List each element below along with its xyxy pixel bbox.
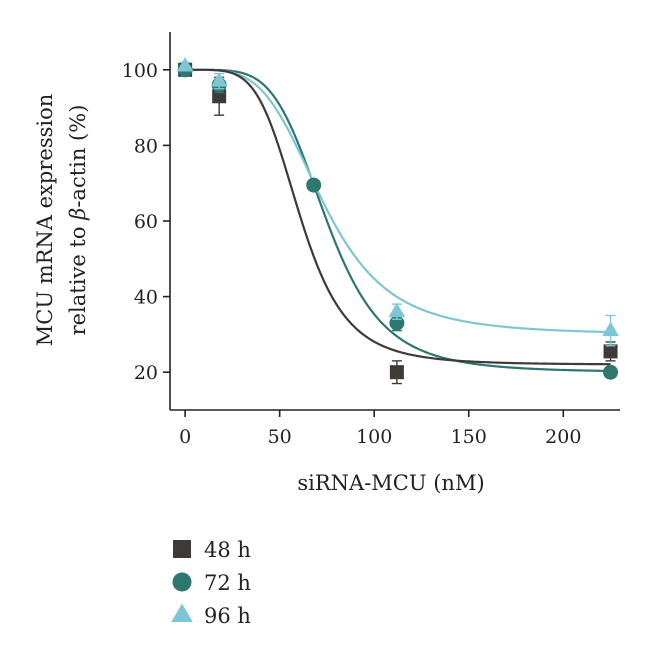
data-point [603, 364, 619, 380]
fit-curve [185, 68, 611, 366]
x-tick-label: 50 [268, 426, 292, 448]
y-tick-label: 100 [122, 60, 158, 82]
legend-marker [171, 603, 193, 623]
legend-marker [172, 572, 192, 592]
fit-curve [185, 68, 611, 373]
legend-item: 72 h [172, 571, 251, 595]
data-point [388, 302, 406, 318]
legend-marker [173, 540, 191, 558]
y-axis-title: MCU mRNA expression relative to β-actin … [33, 94, 90, 347]
legend-label: 96 h [204, 604, 251, 628]
x-tick-label: 0 [179, 426, 191, 448]
x-tick-label: 150 [451, 426, 487, 448]
data-point [210, 72, 228, 87]
data-points [176, 57, 619, 385]
y-tick-label: 40 [134, 287, 158, 309]
data-point [306, 177, 322, 193]
y-tick-label: 60 [134, 211, 158, 233]
axes: 20 40 60 80 100 0 50 100 150 200 [122, 32, 620, 448]
data-point [603, 344, 618, 359]
y-tick-label: 20 [134, 362, 158, 384]
legend-item: 96 h [171, 603, 251, 628]
y-axis-title-line1: MCU mRNA expression [33, 94, 57, 347]
y-axis-title-symbol: β [66, 208, 90, 221]
legend-label: 48 h [204, 538, 251, 562]
data-point [389, 365, 404, 380]
legend-label: 72 h [204, 571, 251, 595]
legend: 48 h 72 h 96 h [171, 538, 251, 628]
data-point [602, 321, 619, 337]
fit-curve [185, 68, 611, 334]
x-axis-title: siRNA-MCU (nM) [297, 471, 484, 495]
data-point [176, 57, 194, 72]
y-axis-title-line2: relative to β-actin (%) [66, 105, 90, 336]
y-axis-title-prefix: relative to [66, 220, 90, 336]
y-tick-label: 80 [134, 135, 158, 157]
legend-item: 48 h [173, 538, 251, 562]
y-axis-title-suffix: -actin (%) [66, 105, 90, 208]
x-tick-label: 100 [356, 426, 392, 448]
x-tick-label: 200 [545, 426, 581, 448]
fit-curves [185, 68, 611, 373]
